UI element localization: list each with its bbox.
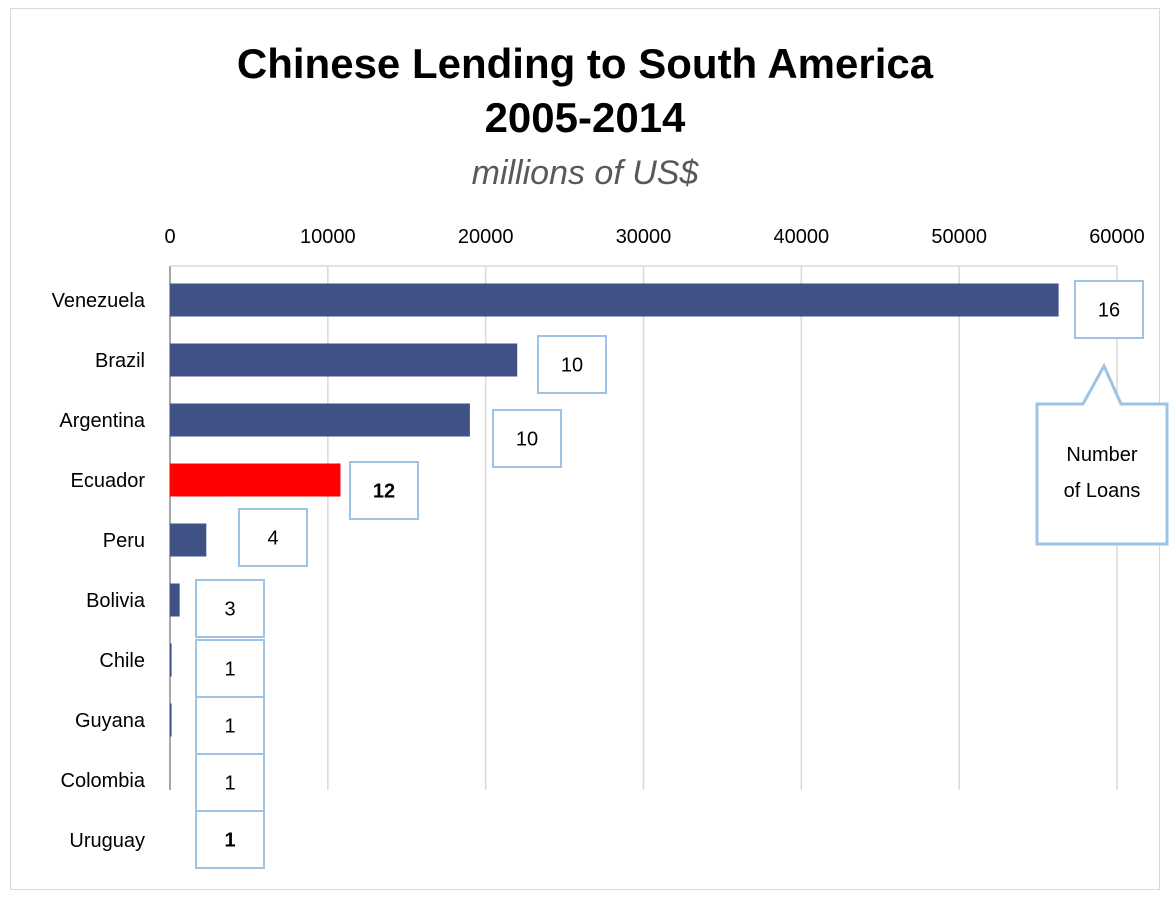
- category-label: Brazil: [95, 350, 145, 372]
- loan-count-value: 1: [224, 830, 235, 852]
- x-tick-label: 50000: [931, 226, 987, 248]
- loan-count-value: 10: [561, 355, 583, 377]
- loan-count-labels: 16 10 10 12 4 3 1 1 1 1: [195, 280, 1144, 869]
- category-label: Guyana: [75, 710, 146, 732]
- loan-count-label: 1: [195, 810, 265, 869]
- loan-count-label: 16: [1074, 280, 1144, 339]
- bar-ecuador: [170, 463, 341, 497]
- loan-count-label: 3: [195, 579, 265, 638]
- callout-label-line2: of Loans: [1064, 480, 1141, 502]
- x-tick-label: 20000: [458, 226, 514, 248]
- bar-chile: [170, 643, 172, 677]
- loan-count-box: [1074, 280, 1144, 339]
- loan-count-value: 1: [224, 716, 235, 738]
- loan-count-label: 1: [195, 696, 265, 755]
- loan-count-box: [492, 409, 562, 468]
- loan-count-box: [195, 810, 265, 869]
- x-tick-label: 0: [164, 226, 175, 248]
- callout-label-line1: Number: [1066, 444, 1137, 466]
- bar-brazil: [170, 343, 518, 377]
- x-axis-ticks: 0 10000 20000 30000 40000 50000 60000: [164, 226, 1144, 248]
- loan-count-box: [195, 696, 265, 755]
- bar-venezuela: [170, 283, 1059, 317]
- bar-guyana: [170, 703, 172, 737]
- chart-subtitle: millions of US$: [471, 154, 699, 192]
- loan-count-label: 1: [195, 753, 265, 812]
- category-label: Bolivia: [86, 590, 146, 612]
- number-of-loans-callout: Number of Loans: [1035, 362, 1169, 546]
- loan-count-box: [195, 639, 265, 698]
- loan-count-value: 3: [224, 599, 235, 621]
- loan-count-value: 1: [224, 659, 235, 681]
- category-labels: Venezuela Brazil Argentina Ecuador Peru Boliv…: [52, 290, 146, 852]
- loan-count-box: [238, 508, 308, 567]
- x-tick-label: 60000: [1089, 226, 1145, 248]
- category-label: Peru: [103, 530, 145, 552]
- bar-bolivia: [170, 583, 180, 617]
- chart-title-years: 2005-2014: [484, 94, 686, 141]
- bar-peru: [170, 523, 207, 557]
- category-label: Venezuela: [52, 290, 146, 312]
- loan-count-label: 10: [492, 409, 562, 468]
- x-tick-label: 10000: [300, 226, 356, 248]
- loan-count-value: 10: [516, 429, 538, 451]
- loan-count-value: 4: [267, 528, 278, 550]
- loan-count-box: [349, 461, 419, 520]
- category-label: Uruguay: [69, 830, 145, 852]
- category-label: Colombia: [61, 770, 146, 792]
- bar-argentina: [170, 403, 470, 437]
- category-label: Ecuador: [71, 470, 146, 492]
- loan-count-label: 12: [349, 461, 419, 520]
- x-tick-label: 30000: [616, 226, 672, 248]
- loan-count-label: 1: [195, 639, 265, 698]
- loan-count-value: 1: [224, 773, 235, 795]
- chart-title: Chinese Lending to South America: [236, 40, 934, 87]
- loan-count-box: [537, 335, 607, 394]
- category-label: Argentina: [59, 410, 145, 432]
- loan-count-value: 16: [1098, 300, 1120, 322]
- loan-count-box: [195, 579, 265, 638]
- category-label: Chile: [99, 650, 145, 672]
- loan-count-label: 4: [238, 508, 308, 567]
- callout-shape: [1035, 362, 1169, 546]
- loan-count-label: 10: [537, 335, 607, 394]
- loan-count-value: 12: [373, 481, 395, 503]
- x-tick-label: 40000: [774, 226, 830, 248]
- bars: [170, 283, 1059, 737]
